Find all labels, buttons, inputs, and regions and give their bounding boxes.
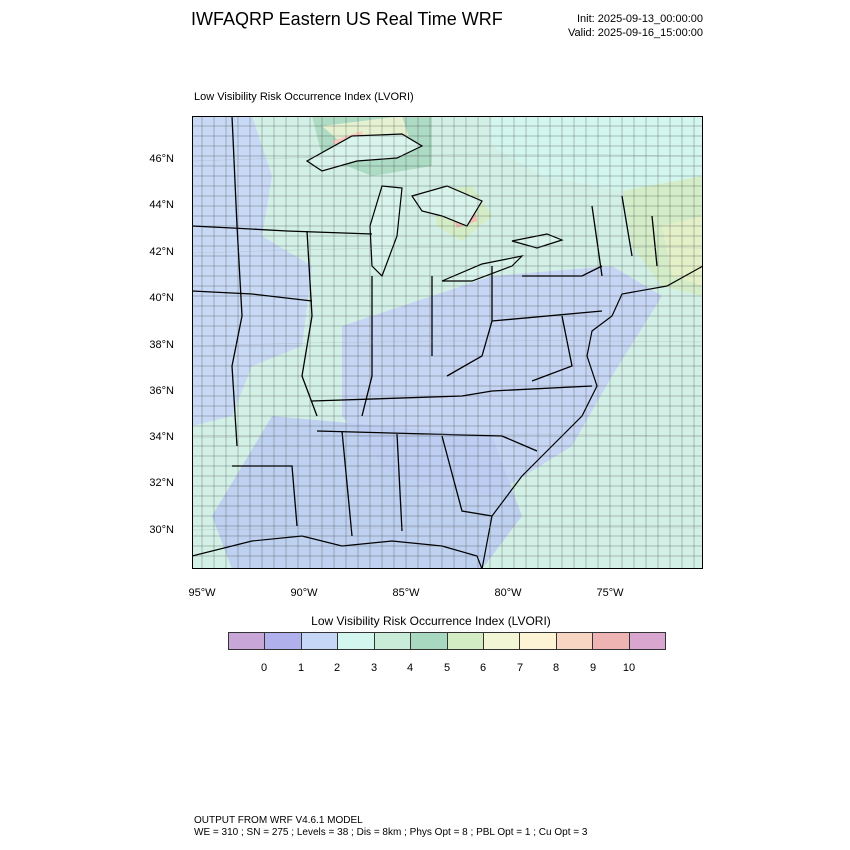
lon-label: 95°W xyxy=(188,587,216,599)
legend-swatch xyxy=(229,633,266,649)
footer-config: WE = 310 ; SN = 275 ; Levels = 38 ; Dis … xyxy=(194,827,588,838)
legend-title: Low Visibility Risk Occurrence Index (LV… xyxy=(311,614,551,628)
legend-swatch xyxy=(593,633,630,649)
init-time: Init: 2025-09-13_00:00:00 xyxy=(577,13,703,25)
legend-swatch xyxy=(265,633,302,649)
lat-label: 36°N xyxy=(149,385,174,397)
lon-label: 90°W xyxy=(290,587,318,599)
county-grid xyxy=(192,116,703,569)
lat-label: 42°N xyxy=(149,246,174,258)
lvori-region-west xyxy=(192,116,312,426)
legend-tick: 7 xyxy=(516,662,524,674)
lake-superior xyxy=(305,133,424,172)
legend-swatch xyxy=(483,633,521,649)
footer-model: OUTPUT FROM WRF V4.6.1 MODEL xyxy=(194,815,363,826)
legend-swatch xyxy=(629,633,666,649)
page-title: IWFAQRP Eastern US Real Time WRF xyxy=(191,9,503,29)
lvori-region-south xyxy=(212,416,522,569)
graticule xyxy=(192,154,703,531)
legend-tick: 8 xyxy=(552,662,560,674)
lvori-region-canada xyxy=(492,116,703,191)
legend-tick: 5 xyxy=(443,662,451,674)
coastline-gulf xyxy=(192,535,483,569)
legend-swatch xyxy=(374,633,412,649)
legend-swatch xyxy=(520,633,557,649)
map-plot xyxy=(192,116,703,569)
legend-tick: 0 xyxy=(260,662,268,674)
legend-tick: 9 xyxy=(589,662,597,674)
legend-swatch xyxy=(556,633,594,649)
lat-label: 40°N xyxy=(149,292,174,304)
lat-label: 30°N xyxy=(149,524,174,536)
legend-tick: 2 xyxy=(333,662,341,674)
legend-tick: 1 xyxy=(297,662,305,674)
legend-swatch xyxy=(447,633,484,649)
lvori-region-newengland xyxy=(662,216,703,286)
legend-tick: 4 xyxy=(406,662,414,674)
legend-swatch xyxy=(301,633,339,649)
lat-label: 34°N xyxy=(149,431,174,443)
field-title: Low Visibility Risk Occurrence Index (LV… xyxy=(194,91,414,103)
lon-label: 80°W xyxy=(494,587,522,599)
legend-swatch xyxy=(338,633,375,649)
coastline-atlantic xyxy=(481,265,703,569)
lat-label: 44°N xyxy=(149,199,174,211)
lat-label: 46°N xyxy=(149,153,174,165)
map-border xyxy=(192,116,703,569)
legend-tick: 10 xyxy=(622,662,636,674)
color-legend xyxy=(228,632,666,650)
valid-time: Valid: 2025-09-16_15:00:00 xyxy=(568,27,703,39)
lon-label: 85°W xyxy=(392,587,420,599)
lat-label: 32°N xyxy=(149,477,174,489)
state-borders xyxy=(192,116,658,537)
legend-swatch xyxy=(411,633,448,649)
lat-label: 38°N xyxy=(149,339,174,351)
legend-tick: 6 xyxy=(479,662,487,674)
legend-tick: 3 xyxy=(370,662,378,674)
lon-label: 75°W xyxy=(596,587,624,599)
